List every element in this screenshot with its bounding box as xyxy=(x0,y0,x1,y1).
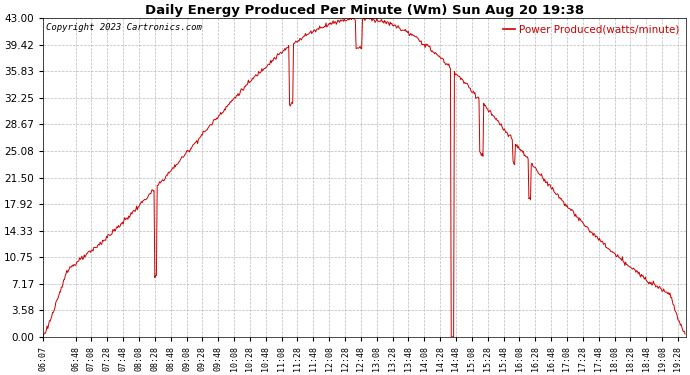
Title: Daily Energy Produced Per Minute (Wm) Sun Aug 20 19:38: Daily Energy Produced Per Minute (Wm) Su… xyxy=(145,4,584,17)
Text: Copyright 2023 Cartronics.com: Copyright 2023 Cartronics.com xyxy=(46,23,202,32)
Legend: Power Produced(watts/minute): Power Produced(watts/minute) xyxy=(502,24,680,36)
